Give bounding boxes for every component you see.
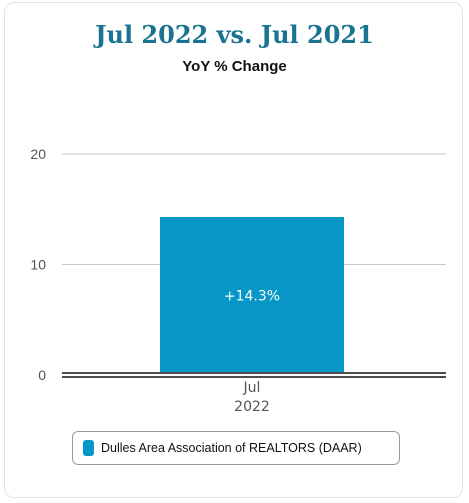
y-tick-label: 20: [30, 146, 46, 162]
chart-title: Jul 2022 vs. Jul 2021: [95, 20, 374, 49]
legend-swatch: [83, 440, 94, 456]
bar-data-label: +14.3%: [224, 288, 280, 304]
bars: +14.3%: [160, 216, 344, 372]
legend-label: Dulles Area Association of REALTORS (DAA…: [101, 441, 362, 455]
x-axis: [62, 372, 446, 378]
y-tick-label: 0: [38, 367, 46, 383]
y-tick-label: 10: [30, 257, 46, 273]
x-tick-label: Jul: [243, 380, 261, 396]
legend: Dulles Area Association of REALTORS (DAA…: [72, 431, 400, 465]
bar: [160, 216, 344, 372]
y-tick-labels: 0 10 20: [30, 146, 46, 383]
chart-subtitle: YoY % Change: [182, 58, 287, 75]
x-tick-labels: Jul 2022: [234, 380, 270, 415]
x-tick-label: 2022: [234, 399, 270, 415]
